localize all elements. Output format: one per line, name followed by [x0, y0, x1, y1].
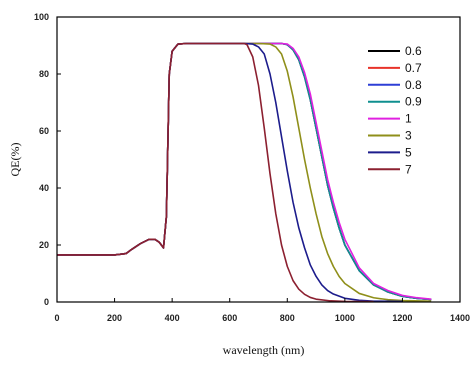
y-tick-label: 20: [39, 240, 49, 250]
x-tick-label: 400: [165, 313, 180, 323]
x-tick-label: 600: [222, 313, 237, 323]
y-tick-label: 0: [44, 297, 49, 307]
x-tick-label: 1000: [335, 313, 355, 323]
legend: 0.6 0.7 0.8 0.9 1 3 5 7: [368, 44, 422, 176]
legend-label-0.7: 0.7: [405, 61, 422, 75]
series-layer: [57, 42, 432, 303]
x-tick-label: 1400: [450, 313, 470, 323]
series-line-0.6: [57, 42, 432, 301]
y-tick-label: 80: [39, 69, 49, 79]
legend-label-0.6: 0.6: [405, 44, 422, 58]
y-tick-label: 40: [39, 183, 49, 193]
legend-label-3: 3: [405, 129, 412, 143]
legend-label-5: 5: [405, 145, 412, 159]
x-axis-title: wavelength (nm): [223, 343, 305, 357]
legend-label-7: 7: [405, 162, 412, 176]
series-line-3: [57, 42, 432, 302]
x-tick-label: 800: [280, 313, 295, 323]
legend-label-1: 1: [405, 112, 412, 126]
series-line-5: [57, 42, 403, 303]
x-tick-label: 0: [54, 313, 59, 323]
legend-label-0.9: 0.9: [405, 95, 422, 109]
x-tick-label: 1200: [392, 313, 412, 323]
series-line-0.9: [57, 42, 432, 301]
x-tick-label: 200: [107, 313, 122, 323]
legend-label-0.8: 0.8: [405, 78, 422, 92]
series-line-0.8: [57, 42, 432, 301]
series-line-1: [57, 42, 432, 300]
series-line-7: [57, 42, 374, 303]
plot-frame: [56, 16, 461, 303]
series-line-0.7: [57, 42, 432, 301]
ticks-layer: 0 200 400 600 800 1000 1200 1400 0 20 40 60 80 100: [34, 12, 470, 323]
y-tick-label: 60: [39, 126, 49, 136]
y-axis-title: QE(%): [8, 143, 22, 177]
y-tick-label: 100: [34, 12, 49, 22]
